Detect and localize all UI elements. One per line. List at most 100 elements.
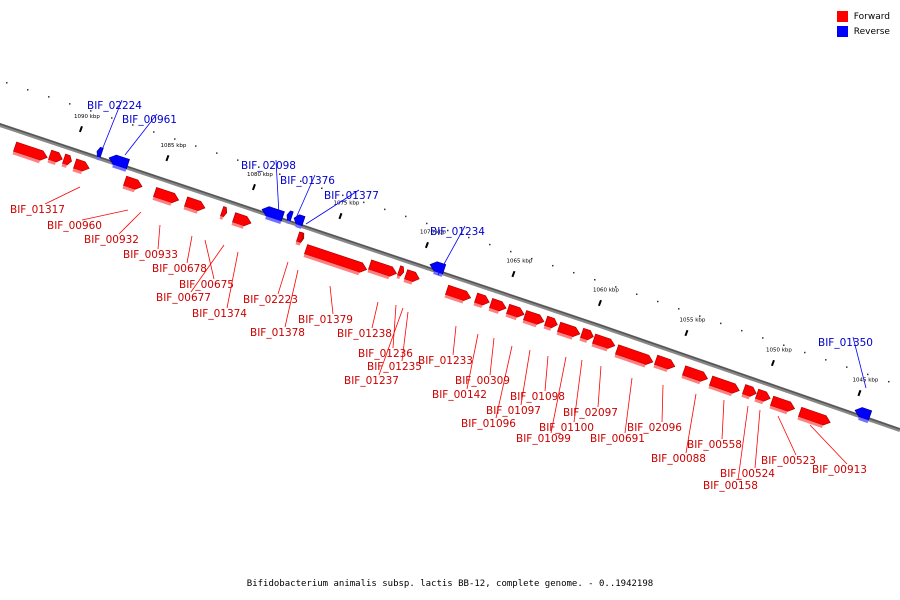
gene-bif-02097[interactable] [591,333,616,353]
gene-label: BIF_00309 [455,375,510,387]
gene-label: BIF_00675 [179,279,234,291]
gene-bif-01377[interactable] [291,213,306,229]
gene-bif-00309[interactable] [473,292,490,310]
ruler-dot [867,373,869,376]
gene-label: BIF_00913 [812,464,867,476]
ruler-dot [720,322,722,325]
gene-label: BIF_00677 [156,292,211,304]
ruler-dot [846,366,848,368]
scale-tick-label: 1080 kbp [247,172,273,178]
gene-label: BIF_00678 [152,263,207,275]
gene-label: BIF_00524 [720,468,775,480]
gene-bif-00678[interactable] [122,175,143,194]
ruler-dot [48,96,50,98]
map-caption: Bifidobacterium animalis subsp. lactis B… [246,579,654,589]
gene-bif-01237[interactable] [295,231,304,246]
gene-bif-00524[interactable] [741,384,758,401]
gene-label: BIF_01097 [486,405,541,417]
ruler-dot [300,180,302,182]
gene-label: BIF_02098 [241,160,296,172]
ruler-dot [384,208,386,211]
gene-bif-01234[interactable] [427,260,447,277]
gene-leader-line [81,209,129,221]
ruler-dot [615,286,617,288]
gene-bif-00913[interactable] [797,406,831,430]
gene-bif-01235[interactable] [403,269,420,287]
gene-label: BIF_01379 [298,314,353,326]
ruler-dot [258,166,260,168]
gene-bif-01317[interactable] [12,141,48,165]
ruler-dot [153,131,155,133]
gene-leader-line [157,224,161,250]
gene-leader-line [550,356,567,434]
gene-bif-00523[interactable] [769,395,796,416]
legend-reverse-label: Reverse [853,26,890,37]
gene-label: BIF_00961 [122,114,177,126]
scale-tick-label: 1050 kbp [766,348,792,354]
forward-swatch [836,11,848,22]
gene-label: BIF_01376 [280,175,335,187]
gene-bif-02096[interactable] [653,354,676,374]
gene-bif-00675[interactable] [152,186,180,207]
gene-bif-02223[interactable] [231,212,252,231]
gene-bif-00932[interactable] [61,153,73,169]
gene-leader-line [284,269,299,328]
gene-label: BIF_01235 [367,361,422,373]
gene-label: BIF_00088 [651,453,706,465]
ruler-dot [405,215,407,218]
gene-bif-00961[interactable] [106,153,130,172]
gene-bif-01350[interactable] [852,406,873,424]
gene-label: BIF_00158 [703,480,758,492]
gene-bif-00960[interactable] [47,149,63,166]
gene-bif-01233[interactable] [444,284,472,305]
gene-bif-01379[interactable] [303,244,368,277]
scale-tick [511,270,516,278]
gene-bif-01376[interactable] [284,210,294,225]
scale-tick-label: 1055 kbp [680,318,706,324]
gene-label: BIF_02223 [243,294,298,306]
gene-bif-00691[interactable] [614,344,654,370]
gene-bif-01099[interactable] [579,327,595,344]
gene-bif-00933[interactable] [72,158,90,176]
gene-leader-line [661,384,664,423]
ruler-dot [90,110,92,112]
gene-leader-line [371,301,379,329]
gene-bif-01374[interactable] [219,206,228,220]
ruler-dot [594,278,596,281]
gene-leader-line [489,337,495,376]
ruler-dot [111,117,113,119]
gene-bif-00142[interactable] [488,298,507,315]
ruler-dot [678,308,680,310]
gene-leader-line [437,225,466,276]
ruler-dot [426,222,428,225]
gene-label: BIF_01099 [516,433,571,445]
gene-label: BIF_01098 [510,391,565,403]
gene-bif-00158[interactable] [754,388,771,406]
gene-bif-00558[interactable] [708,375,741,398]
ruler-dot [237,159,239,161]
gene-label: BIF_01350 [818,337,873,349]
gene-leader-line [305,189,360,225]
gene-bif-01100[interactable] [556,321,581,341]
gene-label: BIF_02096 [627,422,682,434]
ruler-dot [489,243,491,246]
gene-bif-00677[interactable] [183,196,206,216]
gene-leader-line [378,307,404,376]
gene-leader-line [401,311,409,362]
gene-bif-01096[interactable] [543,315,559,332]
ruler-dot [804,351,806,354]
gene-bif-01238[interactable] [367,259,398,281]
gene-leader-line [186,235,193,264]
ruler-dot [279,173,281,175]
gene-label: BIF_00142 [432,389,487,401]
gene-leader-line [685,393,697,454]
scale-tick-label: 1045 kbp [853,378,879,384]
gene-bif-00088[interactable] [681,365,709,386]
scale-tick-label: 1060 kbp [593,288,619,294]
gene-bif-01236[interactable] [396,265,405,280]
gene-bif-01097[interactable] [522,310,545,329]
ruler-dot [447,229,449,232]
gene-bif-01098[interactable] [505,303,525,322]
gene-leader-line [624,377,633,434]
